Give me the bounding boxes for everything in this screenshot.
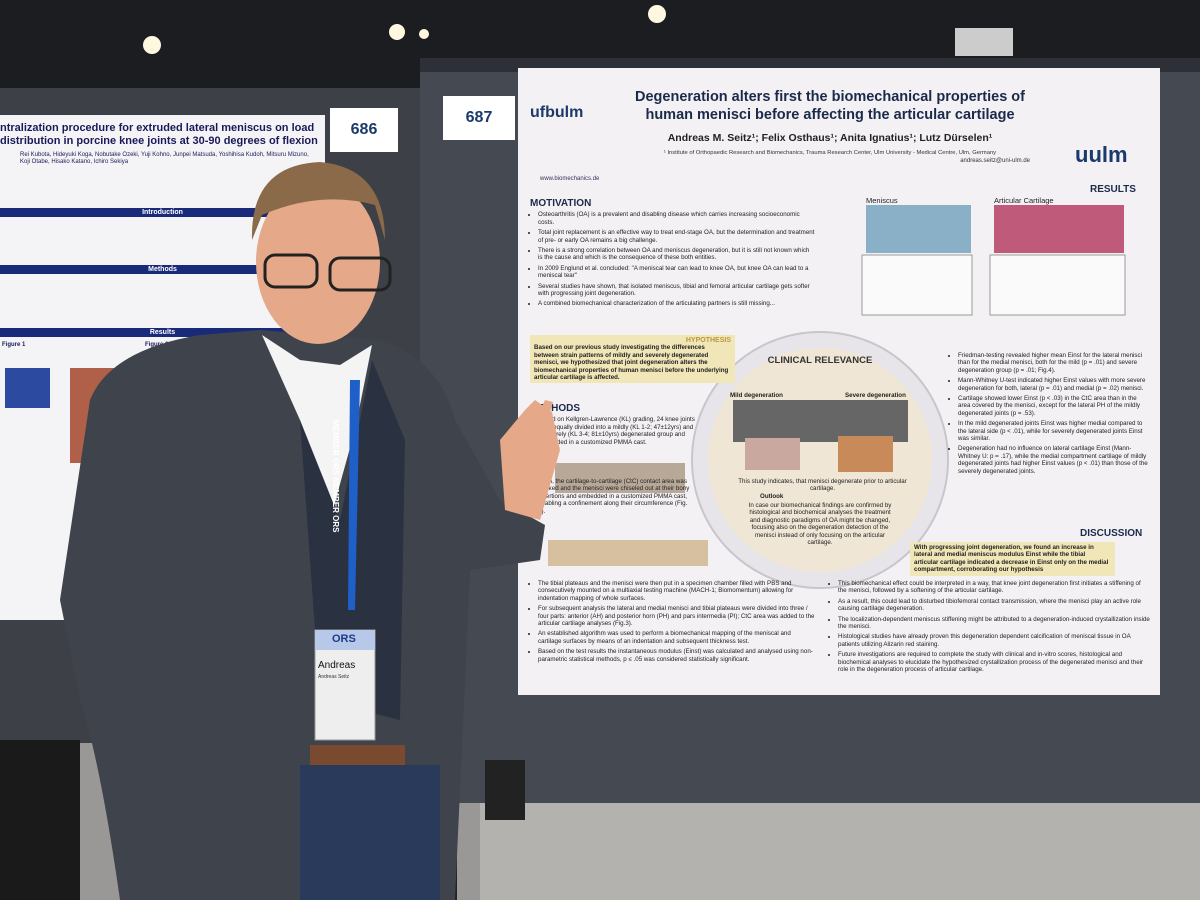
section-band: Results <box>0 328 325 337</box>
motivation: MOTIVATION Osteoarthritis (OA) is a prev… <box>530 198 815 311</box>
bullet: Friedman-testing revealed higher mean Ei… <box>958 352 1150 374</box>
lanyard-word: MEMBER <box>331 477 340 513</box>
hand <box>500 400 560 520</box>
meniscus-maps <box>866 205 971 253</box>
meniscus-photo <box>838 436 893 472</box>
shirt <box>262 335 372 520</box>
text: Based on our previous study investigatin… <box>534 344 729 382</box>
bullet: The tibial plateaus and the menisci were… <box>538 580 815 602</box>
board-leg <box>485 760 525 820</box>
lanyard-text: MEMBER ORS MEMBER ORS <box>331 420 340 533</box>
figure-label: Figure 1 <box>2 342 26 348</box>
bullet: In the mild degenerated joints Einst was… <box>958 420 1150 442</box>
badge-name: Andreas <box>318 660 356 671</box>
authors: Andreas M. Seitz¹; Felix Osthaus¹; Anita… <box>667 132 993 144</box>
study: This study indicates, that menisci degen… <box>738 478 907 493</box>
light <box>419 29 429 39</box>
email: andreas.seitz@uni-ulm.de <box>960 158 1030 164</box>
poster-number: 686 <box>330 108 398 152</box>
bullet: Mann-Whitney U-test indicated higher Ein… <box>958 377 1150 392</box>
bullet: This biomechanical effect could be inter… <box>838 580 1150 595</box>
lanyard-word: ORS <box>331 515 340 533</box>
cartilage-maps <box>994 205 1124 253</box>
methods-figure <box>555 463 685 493</box>
affiliation: ¹ Institute of Orthopaedic Research and … <box>663 150 997 156</box>
badge-surname: Andreas Seitz <box>318 674 350 680</box>
bullet: Total joint replacement is an effective … <box>538 229 815 244</box>
poster-number: 687 <box>443 96 515 140</box>
bullet: Based on Kellgren-Lawrence (KL) grading,… <box>538 416 695 446</box>
bullet: The localization-dependent meniscus stif… <box>838 616 1150 631</box>
belt <box>310 745 405 767</box>
label: Mild degeneration <box>730 392 783 399</box>
section-band: Introduction <box>0 208 325 217</box>
discussion: This biomechanical effect could be inter… <box>830 580 1150 676</box>
light <box>389 24 405 40</box>
outlook-heading: Outlook <box>760 493 784 500</box>
bullet: Osteoarthritis (OA) is a prevalent and d… <box>538 211 815 226</box>
hair <box>251 162 385 240</box>
outlook: In case our biomechanical findings are c… <box>748 502 892 547</box>
bullet: Cartilage showed lower Einst (p < .03) i… <box>958 395 1150 417</box>
bullet: Based on the test results the instantane… <box>538 648 815 663</box>
finger <box>528 400 553 445</box>
bullet: A combined biomechanical characterizatio… <box>538 300 815 307</box>
methods-cont: The tibial plateaus and the menisci were… <box>530 580 815 666</box>
right-title: Degeneration alters first the biomechani… <box>635 89 1025 123</box>
results: Friedman-testing revealed higher mean Ei… <box>950 352 1150 478</box>
lanyard <box>348 380 360 610</box>
glasses <box>263 253 319 289</box>
bullet: Future investigations are required to co… <box>838 651 1150 673</box>
methods-figure <box>548 540 708 566</box>
badge-header <box>315 630 375 650</box>
heading: METHODS <box>530 403 580 414</box>
methods: METHODS Based on Kellgren-Lawrence (KL) … <box>530 403 695 518</box>
badge-logo: ORS <box>332 633 356 645</box>
bullet: Histological studies have already proven… <box>838 633 1150 648</box>
label: Severe degeneration <box>845 392 906 399</box>
panel-label: Articular Cartilage <box>994 196 1054 205</box>
boxplot-b <box>989 254 1126 316</box>
website: www.biomechanics.de <box>540 176 600 182</box>
logo: ufbulm <box>530 104 584 121</box>
bullet: There is a strong correlation between OA… <box>538 247 815 262</box>
university-logo: uulm <box>1075 142 1128 167</box>
section-band: Methods <box>0 265 325 274</box>
bullet: As a result, this could lead to disturbe… <box>838 598 1150 613</box>
hypothesis: HYPOTHESIS Based on our previous study i… <box>530 335 735 384</box>
heading: RESULTS <box>1090 184 1136 195</box>
ceiling-cylinder <box>955 28 1013 56</box>
panel-label: Meniscus <box>866 196 898 205</box>
heading: DISCUSSION <box>1080 528 1143 539</box>
bystander <box>0 740 80 900</box>
figure-label: Figure 2 <box>145 342 169 348</box>
jeans <box>300 765 440 900</box>
left-figure <box>5 368 50 408</box>
left-authors: Rei Kubota, Hideyuki Koga, Nobutake Ozek… <box>20 152 309 165</box>
light <box>648 5 666 23</box>
lanyard-word: MEMBER <box>331 420 340 456</box>
bullet: An established algorithm was used to per… <box>538 630 815 645</box>
glasses <box>328 256 392 292</box>
jacket <box>60 330 545 900</box>
meniscus-photo <box>745 438 800 470</box>
left-title: ntralization procedure for extruded late… <box>0 122 318 147</box>
summary: With progressing joint degeneration, we … <box>910 542 1115 576</box>
bullet: In 2009 Englund et al. concluded: "A men… <box>538 265 815 280</box>
heading: MOTIVATION <box>530 198 592 209</box>
xray-images <box>733 400 908 442</box>
light <box>143 36 161 54</box>
boxplot-a <box>861 254 973 316</box>
heading: HYPOTHESIS <box>685 337 731 344</box>
clinical-heading: CLINICAL RELEVANCE <box>767 355 873 366</box>
bullet: For subsequent analysis the lateral and … <box>538 605 815 627</box>
bullet: Several studies have shown, that isolate… <box>538 283 815 298</box>
bullet: Degeneration had no influence on lateral… <box>958 445 1150 475</box>
lanyard-word: ORS <box>331 457 340 476</box>
